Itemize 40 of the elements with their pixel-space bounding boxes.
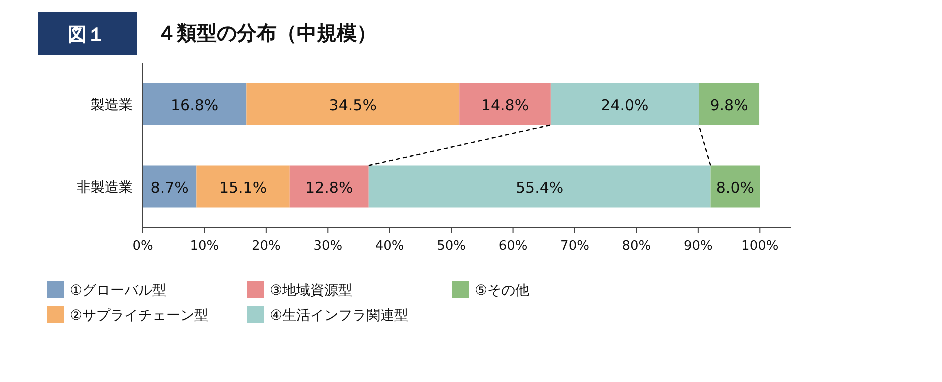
data-label: 34.5% [329, 96, 377, 114]
x-tick-label: 100% [742, 239, 779, 254]
bar [460, 83, 551, 126]
x-tick-label: 30% [314, 239, 343, 254]
data-label: 12.8% [306, 178, 354, 197]
bar [290, 166, 369, 208]
data-label: 16.8% [171, 96, 219, 114]
legend-label: ①グローバル型 [70, 283, 167, 299]
data-label: 15.1% [219, 178, 268, 197]
bar [699, 83, 760, 126]
y-tick-label: 製造業 [91, 97, 133, 114]
legend-label: ②サプライチェーン型 [70, 308, 209, 324]
bar [196, 166, 290, 208]
data-label: 8.7% [150, 178, 189, 197]
data-label: 24.0% [601, 96, 649, 114]
chart-title: ４類型の分布（中規模） [157, 21, 377, 45]
bar [710, 166, 760, 208]
x-tick-label: 80% [622, 239, 652, 254]
data-label: 14.8% [481, 96, 530, 114]
x-tick-label: 20% [252, 239, 281, 254]
bar [246, 83, 460, 126]
y-tick-label: 非製造業 [77, 180, 133, 196]
legend-label: ④生活インフラ関連型 [270, 308, 409, 324]
x-tick-label: 50% [437, 239, 466, 254]
x-tick-label: 90% [684, 239, 713, 254]
bar [368, 166, 711, 208]
data-label: 9.8% [710, 96, 748, 114]
bar [550, 83, 700, 126]
caption: 図１ [68, 24, 106, 46]
bar [143, 83, 247, 126]
legend-label: ③地域資源型 [270, 283, 353, 299]
bar [143, 166, 197, 208]
x-tick-label: 70% [560, 239, 590, 254]
x-tick-label: 60% [498, 239, 528, 254]
x-tick-label: 10% [190, 239, 220, 254]
x-tick-label: 0% [132, 239, 154, 254]
legend-label: ⑤その他 [475, 283, 530, 299]
data-label: 8.0% [716, 178, 755, 197]
x-tick-label: 40% [375, 239, 404, 254]
data-label: 55.4% [516, 178, 564, 197]
